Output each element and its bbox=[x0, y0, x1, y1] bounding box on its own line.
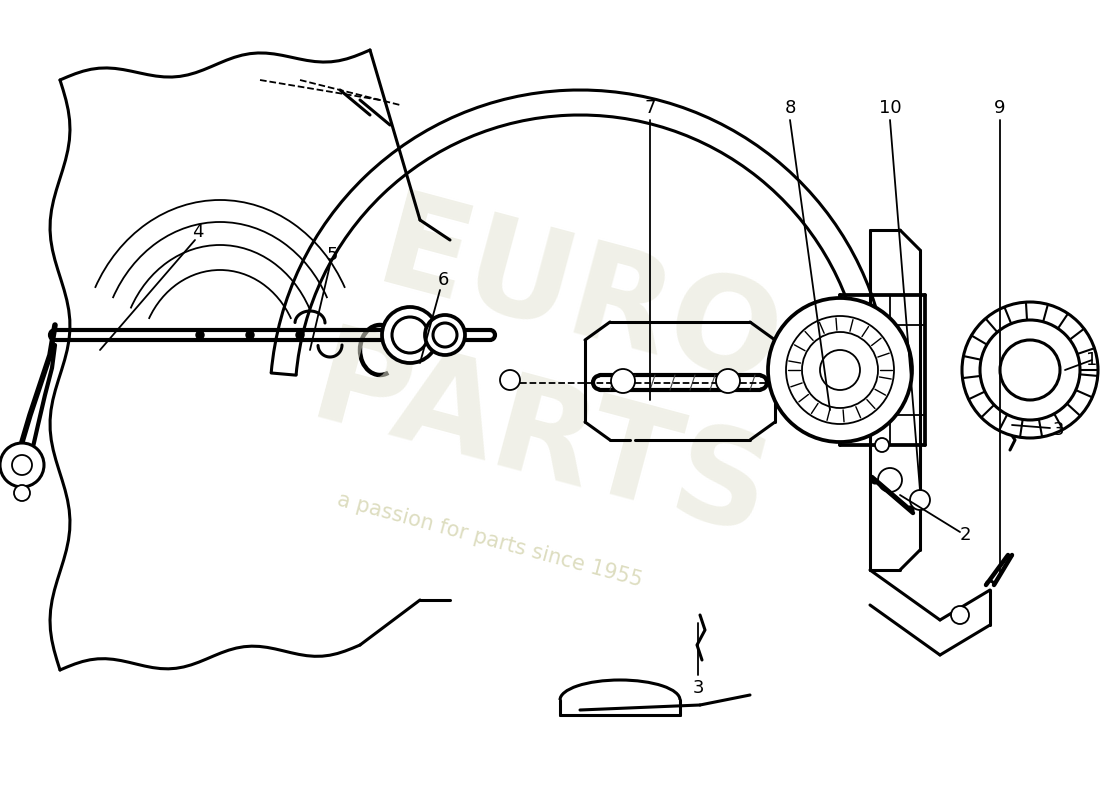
Circle shape bbox=[610, 369, 635, 393]
Text: 7: 7 bbox=[645, 99, 656, 117]
Text: EURO
PARTS: EURO PARTS bbox=[299, 177, 822, 563]
Text: 3: 3 bbox=[692, 679, 704, 697]
Circle shape bbox=[1000, 340, 1060, 400]
Text: a passion for parts since 1955: a passion for parts since 1955 bbox=[336, 490, 645, 590]
Text: 6: 6 bbox=[438, 271, 449, 289]
Text: 1: 1 bbox=[1087, 351, 1098, 369]
Text: 5: 5 bbox=[327, 246, 338, 264]
Circle shape bbox=[425, 315, 465, 355]
Circle shape bbox=[382, 307, 438, 363]
Text: 4: 4 bbox=[192, 223, 204, 241]
Circle shape bbox=[820, 350, 860, 390]
Text: 3: 3 bbox=[1053, 421, 1064, 439]
Text: 8: 8 bbox=[784, 99, 795, 117]
Text: 2: 2 bbox=[959, 526, 970, 544]
Circle shape bbox=[196, 331, 204, 339]
Circle shape bbox=[12, 455, 32, 475]
Circle shape bbox=[14, 485, 30, 501]
Circle shape bbox=[768, 298, 912, 442]
Circle shape bbox=[980, 320, 1080, 420]
Circle shape bbox=[962, 302, 1098, 438]
Circle shape bbox=[296, 331, 304, 339]
Circle shape bbox=[500, 370, 520, 390]
Circle shape bbox=[874, 438, 889, 452]
Circle shape bbox=[716, 369, 740, 393]
Text: 10: 10 bbox=[879, 99, 901, 117]
Circle shape bbox=[246, 331, 254, 339]
Circle shape bbox=[392, 317, 428, 353]
Circle shape bbox=[802, 332, 878, 408]
Circle shape bbox=[910, 490, 930, 510]
Circle shape bbox=[952, 606, 969, 624]
Circle shape bbox=[878, 468, 902, 492]
Circle shape bbox=[0, 443, 44, 487]
Circle shape bbox=[786, 316, 894, 424]
Text: 9: 9 bbox=[994, 99, 1005, 117]
Circle shape bbox=[433, 323, 456, 347]
